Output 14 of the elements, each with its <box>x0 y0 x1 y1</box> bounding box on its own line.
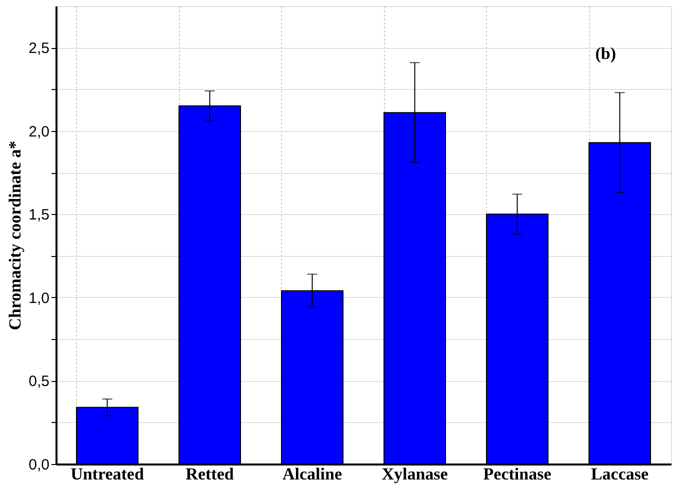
y-tick-label: 2,5 <box>28 40 50 58</box>
x-tick-label: Alcaline <box>282 464 342 484</box>
y-tick-label: 0,5 <box>28 373 50 390</box>
x-tick-label: Retted <box>186 464 234 484</box>
annotation: (b) <box>595 44 616 63</box>
y-tick-label: 1,0 <box>28 290 50 307</box>
y-tick-label: 0,0 <box>28 456 50 474</box>
x-tick-label: Pectinase <box>483 464 552 484</box>
x-tick-label: Xylanase <box>382 464 448 484</box>
y-tick-label: 2,0 <box>28 123 50 140</box>
x-tick-label: Untreated <box>70 464 144 484</box>
y-axis-title: Chromacity coordinate a* <box>6 140 25 330</box>
x-tick-label: Laccase <box>590 464 649 484</box>
y-tick-label: 1,5 <box>28 206 50 224</box>
